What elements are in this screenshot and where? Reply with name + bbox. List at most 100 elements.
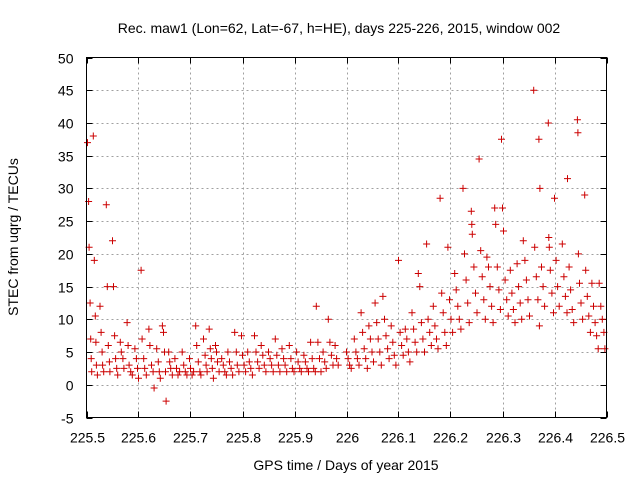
data-point bbox=[560, 273, 568, 281]
data-point bbox=[429, 302, 437, 310]
x-tick-label: 226.3 bbox=[486, 430, 521, 446]
data-point bbox=[519, 237, 527, 245]
data-point bbox=[359, 328, 367, 336]
data-point bbox=[156, 374, 164, 382]
data-point bbox=[410, 325, 418, 333]
data-point bbox=[594, 345, 602, 353]
data-point bbox=[465, 319, 473, 327]
data-point bbox=[221, 368, 229, 376]
data-point bbox=[439, 309, 447, 317]
x-tick-label: 225.8 bbox=[226, 430, 261, 446]
data-point bbox=[260, 361, 268, 369]
data-point bbox=[257, 342, 265, 349]
data-point bbox=[376, 348, 384, 356]
data-points bbox=[84, 86, 609, 405]
data-point bbox=[197, 371, 205, 379]
data-point bbox=[545, 234, 553, 241]
data-point bbox=[601, 345, 609, 353]
data-point bbox=[326, 338, 334, 346]
data-point bbox=[500, 227, 507, 235]
data-point bbox=[344, 355, 352, 363]
data-point bbox=[233, 361, 241, 369]
data-point bbox=[232, 348, 240, 356]
data-point bbox=[597, 302, 605, 310]
data-point bbox=[104, 342, 112, 349]
data-point bbox=[504, 312, 512, 320]
data-point bbox=[119, 355, 127, 363]
data-point bbox=[588, 279, 596, 287]
data-point bbox=[522, 276, 530, 284]
data-point bbox=[153, 345, 161, 353]
data-point bbox=[93, 371, 101, 379]
y-axis-title: STEC from uqrg / TECUs bbox=[5, 158, 21, 316]
data-point bbox=[506, 266, 514, 274]
data-point bbox=[371, 299, 379, 307]
data-point bbox=[499, 204, 506, 212]
data-point bbox=[120, 364, 128, 372]
data-point bbox=[100, 368, 108, 376]
data-point bbox=[516, 299, 524, 307]
data-point bbox=[109, 237, 116, 245]
data-point bbox=[140, 355, 148, 363]
data-point bbox=[300, 351, 308, 359]
data-point bbox=[373, 319, 381, 327]
data-point bbox=[102, 201, 110, 209]
data-point bbox=[265, 348, 272, 356]
data-point bbox=[208, 364, 216, 372]
data-point bbox=[231, 328, 239, 336]
data-point bbox=[105, 358, 113, 366]
data-point bbox=[91, 312, 99, 320]
data-point bbox=[526, 312, 533, 320]
data-point bbox=[551, 194, 558, 202]
data-point bbox=[492, 220, 500, 228]
data-point bbox=[511, 319, 519, 327]
data-point bbox=[285, 342, 293, 349]
data-point bbox=[598, 315, 606, 323]
data-point bbox=[202, 361, 210, 369]
data-point bbox=[574, 129, 582, 137]
data-point bbox=[431, 322, 439, 330]
data-point bbox=[124, 342, 132, 349]
data-point bbox=[331, 342, 339, 349]
data-point bbox=[561, 292, 569, 300]
data-point bbox=[554, 283, 562, 291]
data-point bbox=[196, 368, 204, 376]
data-point bbox=[346, 361, 354, 369]
data-point bbox=[398, 342, 406, 349]
data-point bbox=[441, 328, 449, 336]
y-tick-label: 15 bbox=[58, 280, 74, 296]
data-point bbox=[401, 325, 409, 333]
data-point bbox=[297, 368, 305, 376]
data-point bbox=[493, 263, 501, 271]
data-point bbox=[483, 253, 491, 261]
data-point bbox=[303, 364, 311, 372]
data-point bbox=[452, 286, 460, 294]
data-point bbox=[451, 270, 459, 277]
y-tick-label: 0 bbox=[66, 378, 74, 394]
data-point bbox=[248, 371, 256, 379]
data-point bbox=[305, 368, 312, 376]
data-point bbox=[201, 351, 209, 359]
data-point bbox=[238, 332, 245, 340]
data-point bbox=[447, 315, 455, 323]
data-point bbox=[310, 364, 318, 372]
data-point bbox=[404, 348, 412, 356]
data-point bbox=[87, 335, 95, 343]
data-point bbox=[434, 345, 442, 353]
data-point bbox=[324, 315, 332, 323]
data-point bbox=[212, 342, 219, 349]
data-point bbox=[406, 358, 414, 366]
data-point bbox=[190, 368, 198, 376]
data-point bbox=[574, 250, 582, 258]
data-point bbox=[90, 256, 98, 264]
data-point bbox=[546, 266, 554, 274]
data-point bbox=[421, 348, 428, 356]
y-tick-label: 10 bbox=[58, 312, 74, 328]
data-point bbox=[252, 348, 260, 356]
data-point bbox=[150, 384, 158, 392]
data-point bbox=[446, 296, 453, 304]
data-point bbox=[200, 335, 207, 343]
data-point bbox=[593, 332, 601, 340]
data-point bbox=[99, 361, 107, 369]
data-point bbox=[194, 358, 202, 366]
